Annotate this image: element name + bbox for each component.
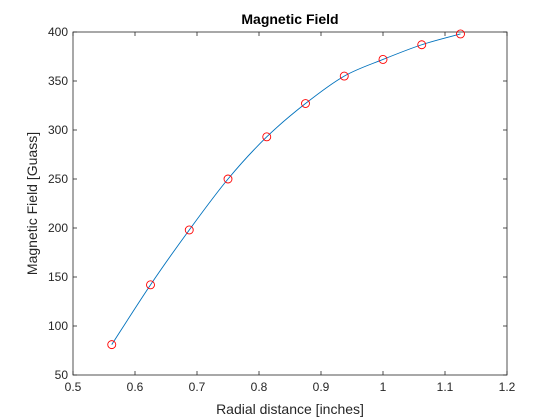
data-point-marker — [456, 29, 465, 39]
data-point-marker — [301, 99, 310, 108]
data-point-marker — [107, 340, 117, 350]
x-tick-label: 0.7 — [189, 380, 206, 394]
y-tick-label: 300 — [48, 123, 68, 137]
ticks: 0.5 0.6 0.7 0.8 0.9 1 1.1 1.2 50 100 150 200 250 300 3… — [48, 25, 516, 394]
x-tick-label: 1.2 — [499, 380, 516, 394]
y-tick-label: 350 — [48, 74, 68, 88]
y-tick-label: 200 — [48, 221, 68, 235]
chart-title: Magnetic Field — [241, 11, 338, 27]
data-point-marker — [262, 132, 272, 142]
data-point-marker — [146, 280, 155, 290]
x-tick-label: 0.6 — [127, 380, 144, 394]
x-axis-label: Radial distance [inches] — [216, 401, 364, 417]
y-tick-label: 400 — [48, 25, 68, 39]
data-point-marker — [184, 225, 194, 235]
y-tick-label: 50 — [55, 368, 69, 382]
axes-box — [72, 31, 508, 376]
data-point-marker — [417, 40, 427, 50]
y-tick-label: 150 — [48, 270, 68, 284]
data-point-marker — [339, 71, 349, 81]
y-axis-label: Magnetic Field [Guass] — [24, 132, 40, 275]
x-tick-label: 0.9 — [313, 380, 330, 394]
data-point-marker — [378, 54, 388, 64]
plot-area — [72, 31, 508, 376]
y-tick-label: 250 — [48, 172, 68, 186]
x-tick-label: 1.1 — [437, 380, 454, 394]
series-layer — [107, 29, 465, 350]
fit-curve-line — [111, 33, 461, 345]
x-tick-label: 0.5 — [65, 380, 82, 394]
x-tick-label: 0.8 — [251, 380, 268, 394]
x-tick-label: 1 — [380, 380, 387, 394]
y-tick-label: 100 — [48, 319, 68, 333]
data-point-marker — [223, 174, 233, 184]
